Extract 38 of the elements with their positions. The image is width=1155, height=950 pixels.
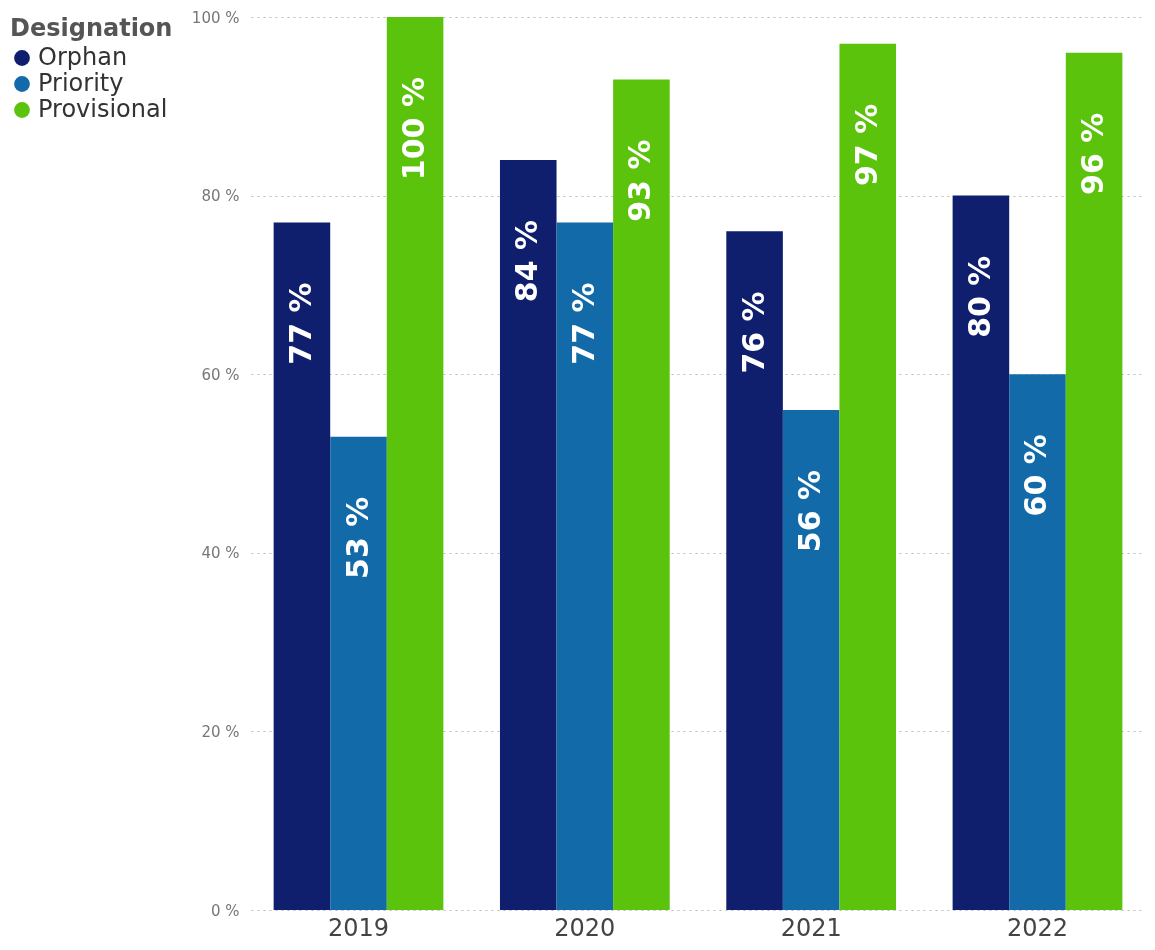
y-tick-label: 20 % xyxy=(201,722,240,741)
y-tick-label: 0 % xyxy=(210,901,240,920)
bar xyxy=(839,43,897,910)
legend-title: Designation xyxy=(10,14,173,42)
legend-label: Priority xyxy=(38,69,124,97)
bar xyxy=(952,195,1010,910)
y-tick-label: 100 % xyxy=(191,8,240,27)
data-label: 80 % xyxy=(961,255,997,338)
bar xyxy=(782,409,840,910)
data-label: 56 % xyxy=(792,469,828,553)
bar xyxy=(1009,374,1066,910)
x-tick-label: 2019 xyxy=(327,913,390,942)
data-label: 97 % xyxy=(848,103,884,187)
bar xyxy=(556,222,614,910)
bar xyxy=(499,159,557,910)
x-tick-label: 2021 xyxy=(780,913,842,942)
bar xyxy=(613,79,670,910)
legend-label: Provisional xyxy=(38,95,168,123)
data-label: 60 % xyxy=(1018,434,1054,517)
bar xyxy=(1065,52,1123,910)
data-label: 77 % xyxy=(282,282,318,365)
data-label: 96 % xyxy=(1075,112,1111,195)
data-label: 76 % xyxy=(735,291,771,374)
y-tick-label: 40 % xyxy=(201,544,240,563)
legend-label: Orphan xyxy=(38,43,128,71)
bar xyxy=(386,17,444,910)
bar xyxy=(273,222,331,910)
data-label: 84 % xyxy=(509,219,545,303)
bar xyxy=(330,436,387,910)
x-tick-label: 2022 xyxy=(1006,913,1069,942)
data-label: 77 % xyxy=(565,282,601,365)
data-label: 100 % xyxy=(396,77,432,181)
x-tick-label: 2020 xyxy=(554,913,616,942)
data-label: 53 % xyxy=(339,496,375,579)
y-tick-label: 60 % xyxy=(201,365,240,384)
data-label: 93 % xyxy=(622,139,658,222)
bar xyxy=(726,231,783,910)
y-tick-label: 80 % xyxy=(201,187,240,206)
